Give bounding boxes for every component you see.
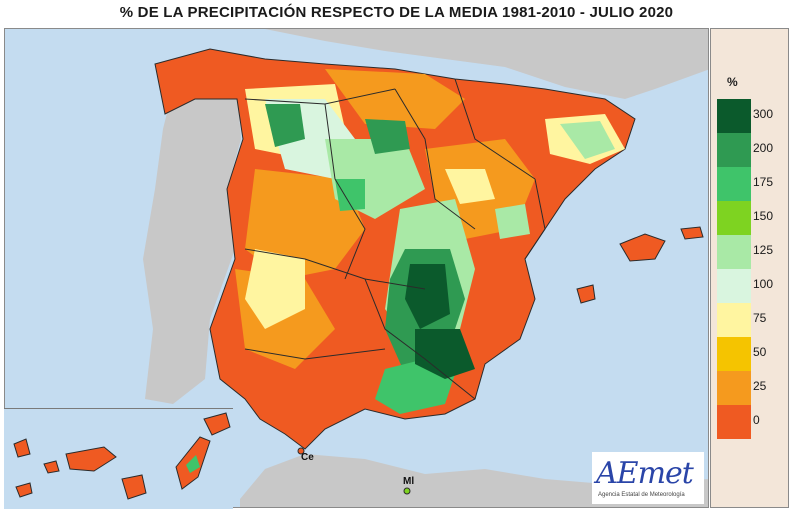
africa-landmass bbox=[240, 454, 708, 507]
el-hierro bbox=[15, 482, 33, 498]
aemet-logo: AEmet Agencia Estatal de Meteorología bbox=[592, 452, 704, 504]
legend-tick-label: 300 bbox=[753, 107, 774, 121]
legend-swatch bbox=[717, 201, 751, 235]
ceuta-marker bbox=[297, 447, 305, 455]
zone-75-b bbox=[245, 249, 305, 329]
france-landmass bbox=[265, 29, 708, 99]
legend-swatch bbox=[717, 371, 751, 405]
legend-tick-label: 200 bbox=[753, 141, 774, 155]
aemet-logo-text: AEmet bbox=[596, 456, 694, 491]
la-gomera bbox=[43, 460, 60, 474]
legend-swatch bbox=[717, 99, 751, 133]
zone-125-c bbox=[560, 121, 615, 159]
legend-swatch bbox=[717, 337, 751, 371]
gran-canaria bbox=[121, 474, 147, 500]
ceuta-label: Ce bbox=[301, 452, 314, 463]
canary-islands-inset bbox=[4, 408, 233, 509]
legend-swatch bbox=[717, 235, 751, 269]
zone-200-b bbox=[365, 119, 410, 154]
legend-tick-label: 100 bbox=[753, 277, 774, 291]
legend-tick-label: 125 bbox=[753, 243, 774, 257]
zone-175-a bbox=[335, 179, 365, 211]
canary-islands-svg bbox=[4, 409, 233, 509]
legend-tick-label: 175 bbox=[753, 175, 774, 189]
zone-200-a bbox=[265, 104, 305, 147]
legend-tick-label: 75 bbox=[753, 311, 767, 325]
zone-25-d bbox=[325, 69, 465, 129]
zone-300-b bbox=[415, 329, 475, 379]
lanzarote bbox=[203, 412, 231, 436]
legend-tick-label: 0 bbox=[753, 413, 760, 427]
zone-75-c bbox=[445, 169, 495, 204]
map-title: % DE LA PRECIPITACIÓN RESPECTO DE LA MED… bbox=[119, 4, 674, 21]
region-borders bbox=[244, 78, 546, 400]
legend-swatch bbox=[717, 303, 751, 337]
legend-swatch bbox=[717, 133, 751, 167]
legend-tick-label: 25 bbox=[753, 379, 767, 393]
legend: % 300 200 175 150 125 100 75 50 25 0 bbox=[710, 28, 789, 508]
mallorca bbox=[619, 233, 666, 262]
la-palma bbox=[13, 438, 31, 458]
menorca bbox=[680, 226, 704, 240]
ibiza bbox=[576, 284, 596, 304]
aemet-logo-subtitle: Agencia Estatal de Meteorología bbox=[598, 492, 685, 498]
legend-swatch bbox=[717, 167, 751, 201]
portugal-landmass bbox=[143, 87, 241, 404]
legend-swatch bbox=[717, 269, 751, 303]
legend-unit: % bbox=[727, 75, 738, 89]
legend-tick-label: 150 bbox=[753, 209, 774, 223]
legend-tick-label: 50 bbox=[753, 345, 767, 359]
zone-300-a bbox=[405, 264, 450, 329]
melilla-marker bbox=[403, 487, 411, 495]
tenerife bbox=[65, 446, 117, 472]
fuerteventura-green-spot bbox=[186, 455, 200, 473]
zone-125-d bbox=[495, 204, 530, 239]
melilla-label: Ml bbox=[403, 476, 415, 487]
legend-swatch bbox=[717, 405, 751, 439]
